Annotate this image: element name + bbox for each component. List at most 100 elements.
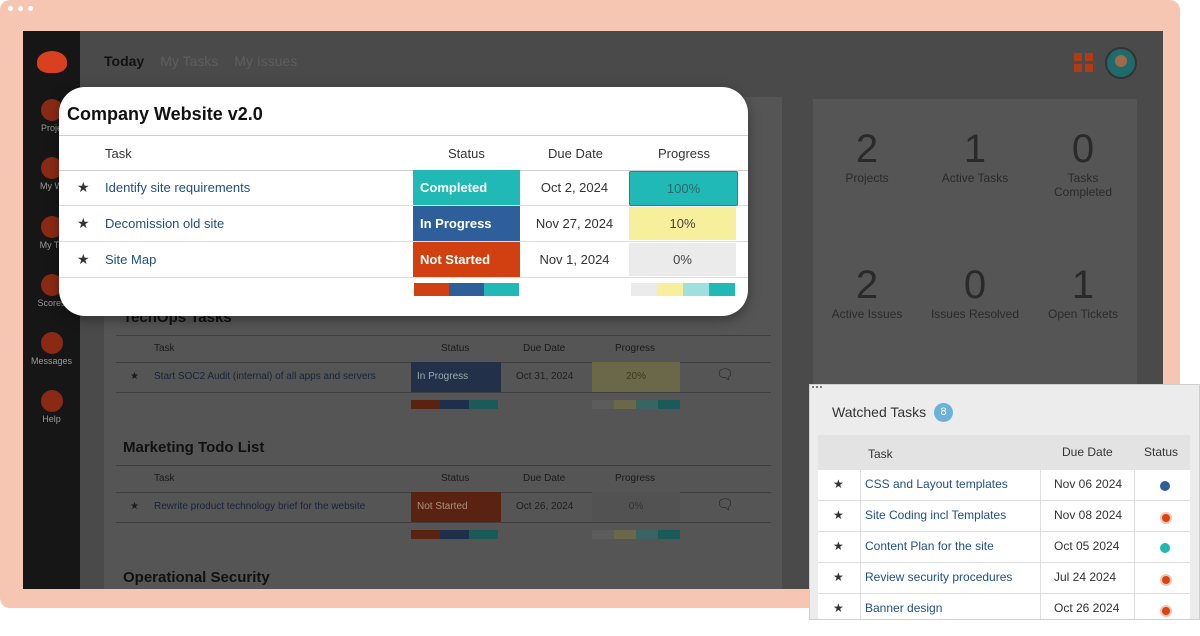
tab-my-tasks[interactable]: My Tasks [160,53,219,69]
star-icon[interactable]: ★ [833,508,844,522]
sidebar-item-messages[interactable]: Messages [23,332,80,366]
status-dot [1160,481,1170,491]
stat-number: 0 [963,263,987,307]
sidebar-item-scorecards[interactable]: Scores [23,274,80,308]
comment-icon[interactable]: 🗨 [716,366,734,382]
tab-today[interactable]: Today [104,53,145,69]
due-date: Nov 06 2024 [1054,477,1123,491]
table-header: Task Due Date Status [818,435,1190,470]
stat-label: Active Tasks [941,171,1009,185]
star-icon[interactable]: ★ [130,371,139,382]
star-icon[interactable]: ★ [130,501,139,512]
sidebar: Proje My W My Te Scores Messages Help [23,31,80,589]
list-item[interactable]: ★ Banner design Oct 26 2024 [818,594,1190,619]
task-link[interactable]: Content Plan for the site [865,539,994,553]
star-icon[interactable]: ★ [833,570,844,584]
sidebar-item-label: Proje [40,123,62,133]
sidebar-item-help[interactable]: Help [23,390,80,424]
list-item[interactable]: ★ Site Coding incl Templates Nov 08 2024 [818,501,1190,532]
stat-number: 1 [1071,263,1095,307]
due-date: Oct 26 2024 [1054,601,1120,615]
star-icon[interactable]: ★ [77,251,90,267]
col-due: Due Date [523,343,566,354]
due-date: Nov 08 2024 [1054,508,1123,522]
due-date: Nov 1, 2024 [539,252,610,267]
table-row[interactable]: ★ Decomission old site In Progress Nov 2… [59,206,748,242]
progress-cell: 10% [629,207,736,240]
apps-grid-icon[interactable] [1074,53,1093,72]
table-header: Task Status Due Date Progress [116,335,771,363]
sidebar-item-projects[interactable]: Proje [23,99,80,133]
panel-title: Watched Tasks [832,404,927,420]
col-progress: Progress [615,473,656,484]
status-dot [1160,605,1172,617]
card-title: Company Website v2.0 [67,104,263,124]
due-date: Oct 2, 2024 [540,180,609,195]
col-status: Status [1144,445,1179,459]
window-dots [812,386,822,388]
stats-panel: 2 Projects 1 Active Tasks 0 Tasks Comple… [813,99,1137,389]
task-link[interactable]: Identify site requirements [105,180,251,195]
task-link[interactable]: Rewrite product technology brief for the… [154,501,366,512]
table-row[interactable]: ★ Rewrite product technology brief for t… [116,492,771,523]
stat-number: 2 [855,263,879,307]
col-due: Due Date [523,473,566,484]
star-icon[interactable]: ★ [833,601,844,615]
progress-bar [592,530,680,539]
status-dot [1160,543,1170,553]
table-row[interactable]: ★ Start SOC2 Audit (internal) of all app… [116,362,771,393]
project-title: Marketing Todo List [123,439,265,456]
comment-icon[interactable]: 🗨 [716,496,734,512]
window-dots [8,6,33,11]
status-bar [411,530,498,539]
messages-icon [40,332,63,354]
list-item[interactable]: ★ Content Plan for the site Oct 05 2024 [818,532,1190,563]
star-icon[interactable]: ★ [833,539,844,553]
due-date: Oct 26, 2024 [516,501,574,512]
task-link[interactable]: Decomission old site [105,216,225,231]
progress-cell: 0% [629,243,736,276]
col-task: Task [154,343,175,354]
star-icon[interactable]: ★ [77,215,90,231]
stat-label: Issues Resolved [930,307,1020,321]
star-icon[interactable]: ★ [77,179,90,195]
list-item[interactable]: ★ Review security procedures Jul 24 2024 [818,563,1190,594]
project-title: Operational Security [123,569,270,586]
status-dot [1160,512,1172,524]
table-header: Task Status Due Date Progress [116,465,771,493]
sidebar-item-my-team[interactable]: My Te [23,216,80,250]
progress-cell: 20% [592,362,680,392]
task-link[interactable]: Review security procedures [865,570,1013,584]
avatar[interactable] [1105,47,1137,79]
col-progress: Progress [615,343,656,354]
stat-open-tickets: 1 Open Tickets [1029,263,1137,321]
col-due: Due Date [548,146,603,161]
col-task: Task [154,473,175,484]
due-date: Oct 31, 2024 [516,371,574,382]
progress-bar [592,400,680,409]
col-due: Due Date [1062,445,1113,459]
sidebar-item-label: Help [42,414,61,424]
stat-active-tasks: 1 Active Tasks [921,127,1029,185]
task-link[interactable]: Start SOC2 Audit (internal) of all apps … [154,371,376,382]
col-task: Task [105,146,132,161]
task-link[interactable]: Site Map [105,252,157,267]
status-badge: In Progress [411,362,501,392]
list-item[interactable]: ★ CSS and Layout templates Nov 06 2024 [818,470,1190,501]
task-link[interactable]: Banner design [865,601,943,615]
star-icon[interactable]: ★ [833,477,844,491]
stat-number: 1 [963,127,987,171]
progress-cell: 100% [629,171,738,206]
tab-my-issues[interactable]: My Issues [234,53,298,69]
sidebar-item-my-work[interactable]: My W [23,157,80,191]
task-link[interactable]: Site Coding incl Templates [865,508,1007,522]
stat-active-issues: 2 Active Issues [813,263,921,321]
table-row[interactable]: ★ Site Map Not Started Nov 1, 2024 0% [59,242,748,278]
stat-label: Open Tickets [1047,307,1119,321]
count-badge: 8 [934,403,953,422]
due-date: Nov 27, 2024 [535,216,614,231]
stat-number: 0 [1071,127,1095,171]
scorecard-icon [40,274,63,296]
task-link[interactable]: CSS and Layout templates [865,477,1008,491]
table-row[interactable]: ★ Identify site requirements Completed O… [59,170,748,206]
